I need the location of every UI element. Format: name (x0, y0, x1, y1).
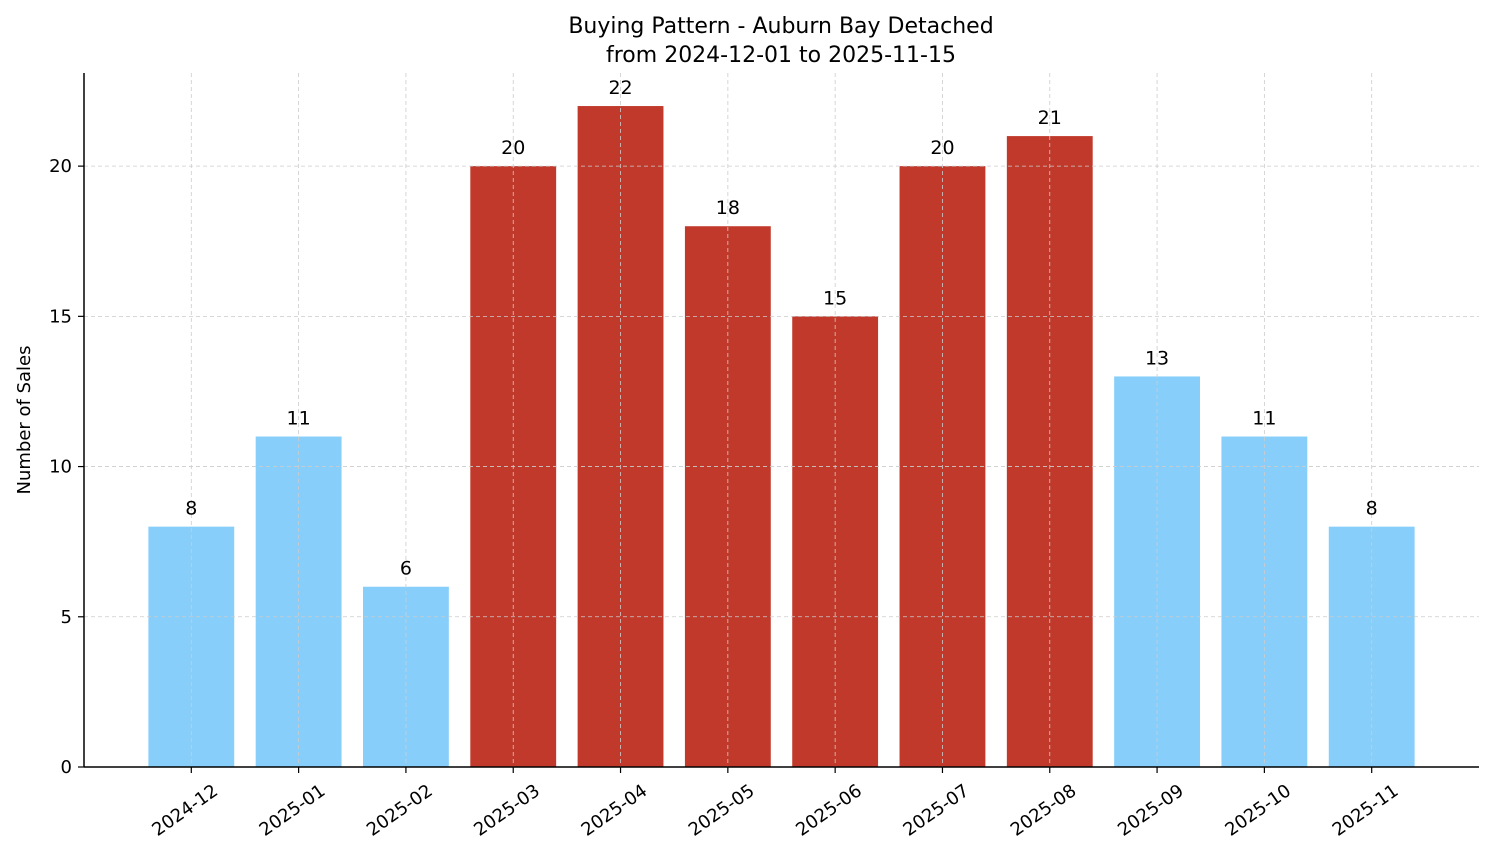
x-tick-label: 2024-12 (148, 780, 222, 840)
data-labels: 8 11 6 20 22 18 15 20 21 13 11 8 (185, 77, 1377, 580)
bar-2024-12 (148, 526, 235, 767)
y-tick-label: 0 (61, 757, 72, 778)
data-label: 11 (287, 408, 311, 430)
x-tick-label: 2025-06 (792, 780, 866, 840)
data-label: 13 (1145, 347, 1169, 369)
x-tick-label: 2025-01 (256, 780, 330, 840)
x-tick-label: 2025-10 (1221, 780, 1295, 840)
data-label: 6 (400, 558, 412, 580)
data-label: 8 (185, 498, 197, 520)
chart-title: Buying Pattern - Auburn Bay Detached (568, 14, 993, 39)
data-label: 20 (930, 137, 954, 159)
grid (84, 73, 1479, 768)
data-label: 15 (823, 287, 847, 309)
data-label: 8 (1366, 498, 1378, 520)
x-tick-label: 2025-09 (1114, 780, 1188, 840)
x-tick-label: 2025-08 (1007, 780, 1081, 840)
bar-2025-04 (577, 106, 664, 768)
data-label: 22 (608, 77, 632, 99)
data-label: 11 (1252, 408, 1276, 430)
chart-subtitle: from 2024-12-01 to 2025-11-15 (606, 43, 956, 68)
data-label: 20 (501, 137, 525, 159)
y-tick-label: 20 (49, 156, 72, 177)
x-tick-label: 2025-04 (578, 780, 652, 840)
x-tick-label: 2025-03 (470, 780, 544, 840)
x-tick-label: 2025-02 (363, 780, 437, 840)
y-tick-label: 15 (49, 306, 72, 327)
x-tick-label: 2025-11 (1329, 780, 1403, 840)
x-tick-label: 2025-05 (685, 780, 759, 840)
y-axis-label: Number of Sales (14, 345, 35, 494)
data-label: 21 (1038, 107, 1062, 129)
data-label: 18 (716, 197, 740, 219)
y-tick-label: 5 (61, 607, 72, 628)
bars (148, 106, 1415, 768)
x-tick-label: 2025-07 (899, 780, 973, 840)
bar-2025-11 (1328, 526, 1415, 767)
y-tick-label: 10 (49, 457, 72, 478)
